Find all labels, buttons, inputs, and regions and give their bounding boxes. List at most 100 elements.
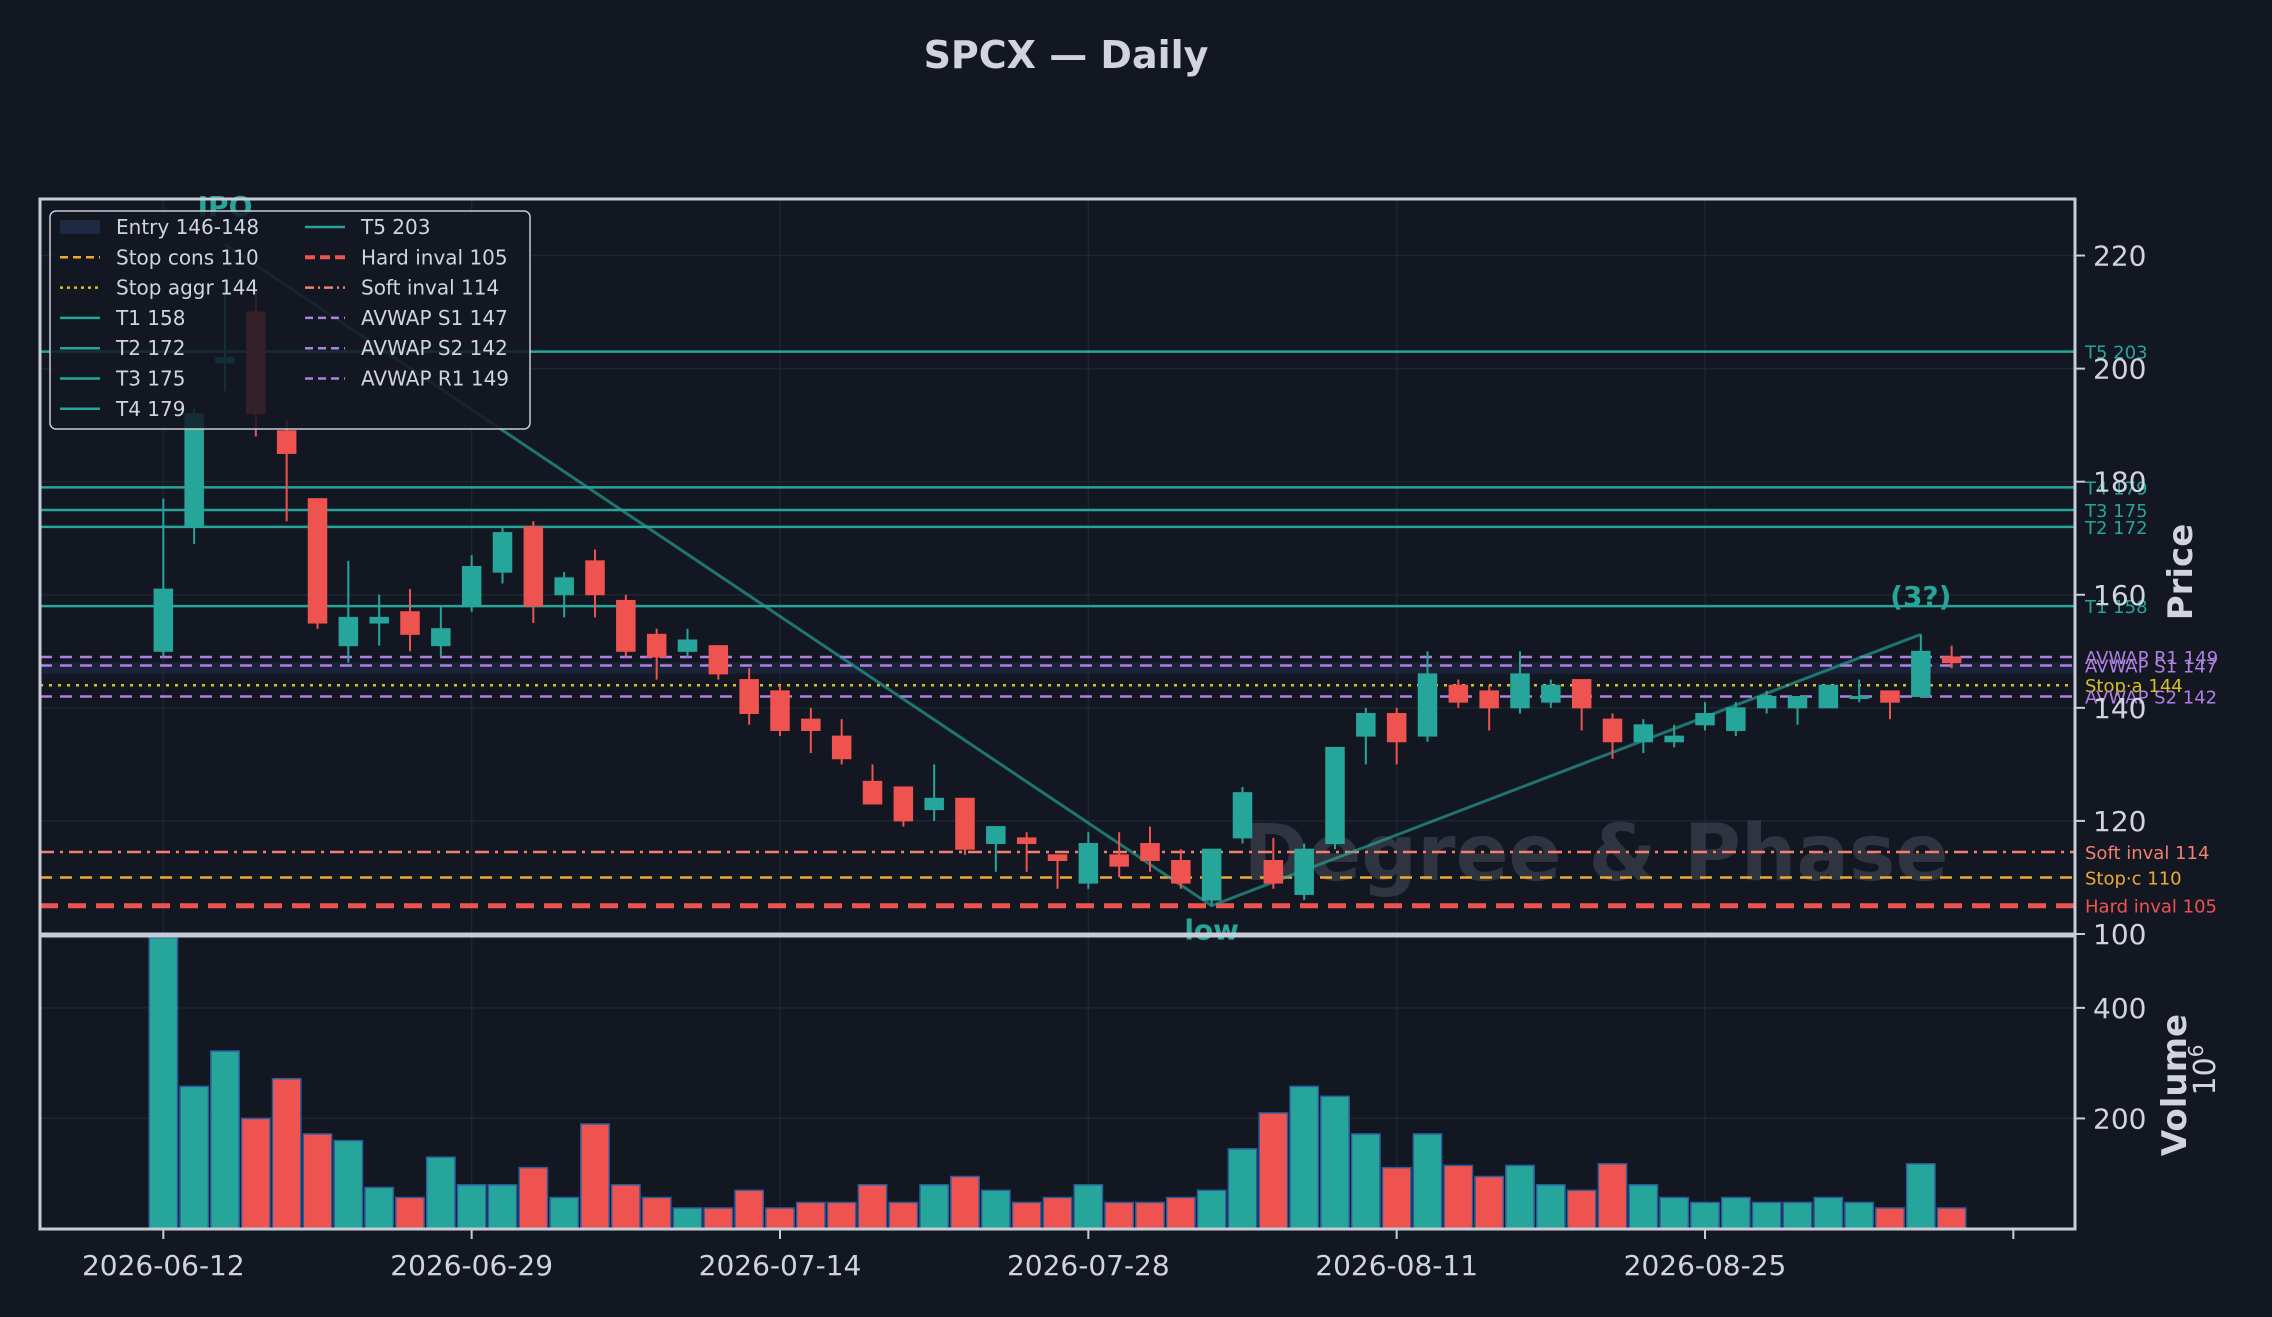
candle-body-down	[1479, 690, 1499, 709]
candle-body-up	[492, 532, 513, 573]
candle-body-down	[1016, 837, 1037, 845]
volume-bar	[1227, 1148, 1258, 1230]
volume-bar	[1104, 1201, 1135, 1230]
candle-body-up	[1417, 673, 1438, 737]
legend-entry: T1 158	[115, 306, 185, 330]
legend-entry: T5 203	[360, 215, 430, 239]
candle-body-up	[1294, 848, 1314, 895]
volume-axis: 200 400	[2075, 992, 2146, 1135]
entry-zone	[40, 662, 2075, 674]
price-axis-label: Price	[2161, 524, 2201, 621]
candle-body-down	[708, 645, 729, 675]
candle-body-up	[153, 588, 174, 652]
price-tick-label: 120	[2093, 805, 2146, 838]
candle-body-down	[1448, 684, 1469, 703]
candle-body-up	[986, 826, 1006, 845]
x-tick-label: 2026-07-28	[1007, 1249, 1170, 1282]
candle-body-up	[1078, 843, 1099, 884]
candle-body-down	[1602, 718, 1623, 743]
candle-body-down	[646, 633, 667, 658]
level-label: T2 172	[2084, 518, 2148, 539]
x-axis: 2026-06-12 2026-06-29 2026-07-14 2026-07-28…	[82, 1229, 2015, 1282]
level-label: Stop·c 110	[2085, 868, 2182, 889]
volume-bar	[1813, 1196, 1844, 1230]
legend-entry: AVWAP S2 142	[361, 336, 508, 360]
price-tick-label: 220	[2093, 240, 2146, 273]
x-tick-label: 2026-07-14	[699, 1249, 862, 1282]
candle-body-up	[1201, 848, 1222, 901]
volume-bar	[456, 1184, 487, 1230]
candle-body-up	[1541, 684, 1561, 703]
volume-bar	[1258, 1112, 1289, 1230]
candle-body-down	[1941, 656, 1962, 664]
candle-body-down	[1047, 854, 1068, 861]
candle-body-up	[184, 413, 204, 528]
candle-body-up	[369, 616, 389, 624]
volume-bar	[240, 1117, 271, 1230]
volume-bar	[580, 1123, 610, 1230]
candle-body-up	[1726, 707, 1746, 731]
candle-body-up	[1325, 746, 1345, 845]
volume-bar	[148, 936, 179, 1230]
volume-bar	[1936, 1207, 1967, 1230]
volume-bar	[1751, 1201, 1782, 1230]
legend-entry: T3 175	[115, 367, 185, 391]
candle-body-up	[1756, 696, 1777, 709]
candle-body-up	[338, 616, 359, 647]
price-panel-frame	[38, 197, 2077, 936]
candle-body-down	[1140, 843, 1160, 861]
volume-bar	[271, 1077, 302, 1230]
price-tick-label: 200	[2093, 353, 2146, 386]
volume-bar	[1412, 1133, 1443, 1230]
volume-bar	[1505, 1164, 1535, 1230]
price-tick-label: 180	[2093, 466, 2146, 499]
volume-panel-frame	[38, 934, 2077, 1231]
volume-bar	[1196, 1189, 1227, 1230]
level-label: Hard inval 105	[2085, 897, 2217, 918]
volume-bar	[1350, 1133, 1381, 1230]
legend-entry: Hard inval 105	[361, 245, 508, 269]
volume-bar	[1073, 1184, 1104, 1230]
volume-bar	[1844, 1201, 1875, 1230]
candles	[153, 283, 1962, 906]
level-label: T5 203	[2084, 343, 2148, 364]
candle-body-down	[801, 718, 821, 731]
legend-box	[49, 210, 531, 430]
price-axis: 100 120 140 160 180 200 220	[2075, 240, 2146, 951]
candle-body-up	[431, 628, 451, 647]
volume-bar	[888, 1201, 919, 1230]
volume-bar	[1042, 1196, 1073, 1230]
legend-entry: Soft inval 114	[361, 276, 499, 300]
volume-bar	[919, 1184, 950, 1230]
candle-body-up	[1232, 792, 1253, 839]
price-tick-label: 140	[2093, 692, 2146, 725]
level-label: AVWAP S1 147	[2085, 656, 2217, 677]
volume-bar	[734, 1189, 765, 1230]
volume-bar	[857, 1184, 888, 1230]
candle-body-up	[1849, 696, 1869, 700]
volume-bar	[826, 1201, 857, 1230]
candle-body-up	[1695, 713, 1715, 726]
volume-bar	[1875, 1207, 1905, 1230]
volume-bar	[1535, 1184, 1566, 1230]
volume-bar	[425, 1156, 456, 1230]
candle-body-up	[554, 577, 574, 596]
volume-bar	[1381, 1166, 1412, 1230]
candle-body-down	[1880, 690, 1900, 703]
candle-body-down	[862, 780, 883, 805]
candle-body-down	[523, 526, 544, 607]
legend-entry: T4 179	[115, 397, 185, 421]
volume-panel: 200 400 Volume 106	[38, 934, 2223, 1231]
volume-bar	[1690, 1201, 1720, 1230]
candle-body-down	[400, 611, 420, 635]
volume-bar	[672, 1207, 703, 1230]
volume-bar	[1720, 1196, 1751, 1230]
price-tick-label: 100	[2093, 918, 2146, 951]
volume-bar	[487, 1184, 518, 1230]
volume-bar	[518, 1166, 549, 1230]
volume-bars	[148, 936, 1967, 1230]
volume-bar	[302, 1133, 333, 1230]
candle-body-down	[616, 599, 636, 652]
candle-body-down	[1386, 713, 1407, 743]
volume-bar	[641, 1196, 672, 1230]
